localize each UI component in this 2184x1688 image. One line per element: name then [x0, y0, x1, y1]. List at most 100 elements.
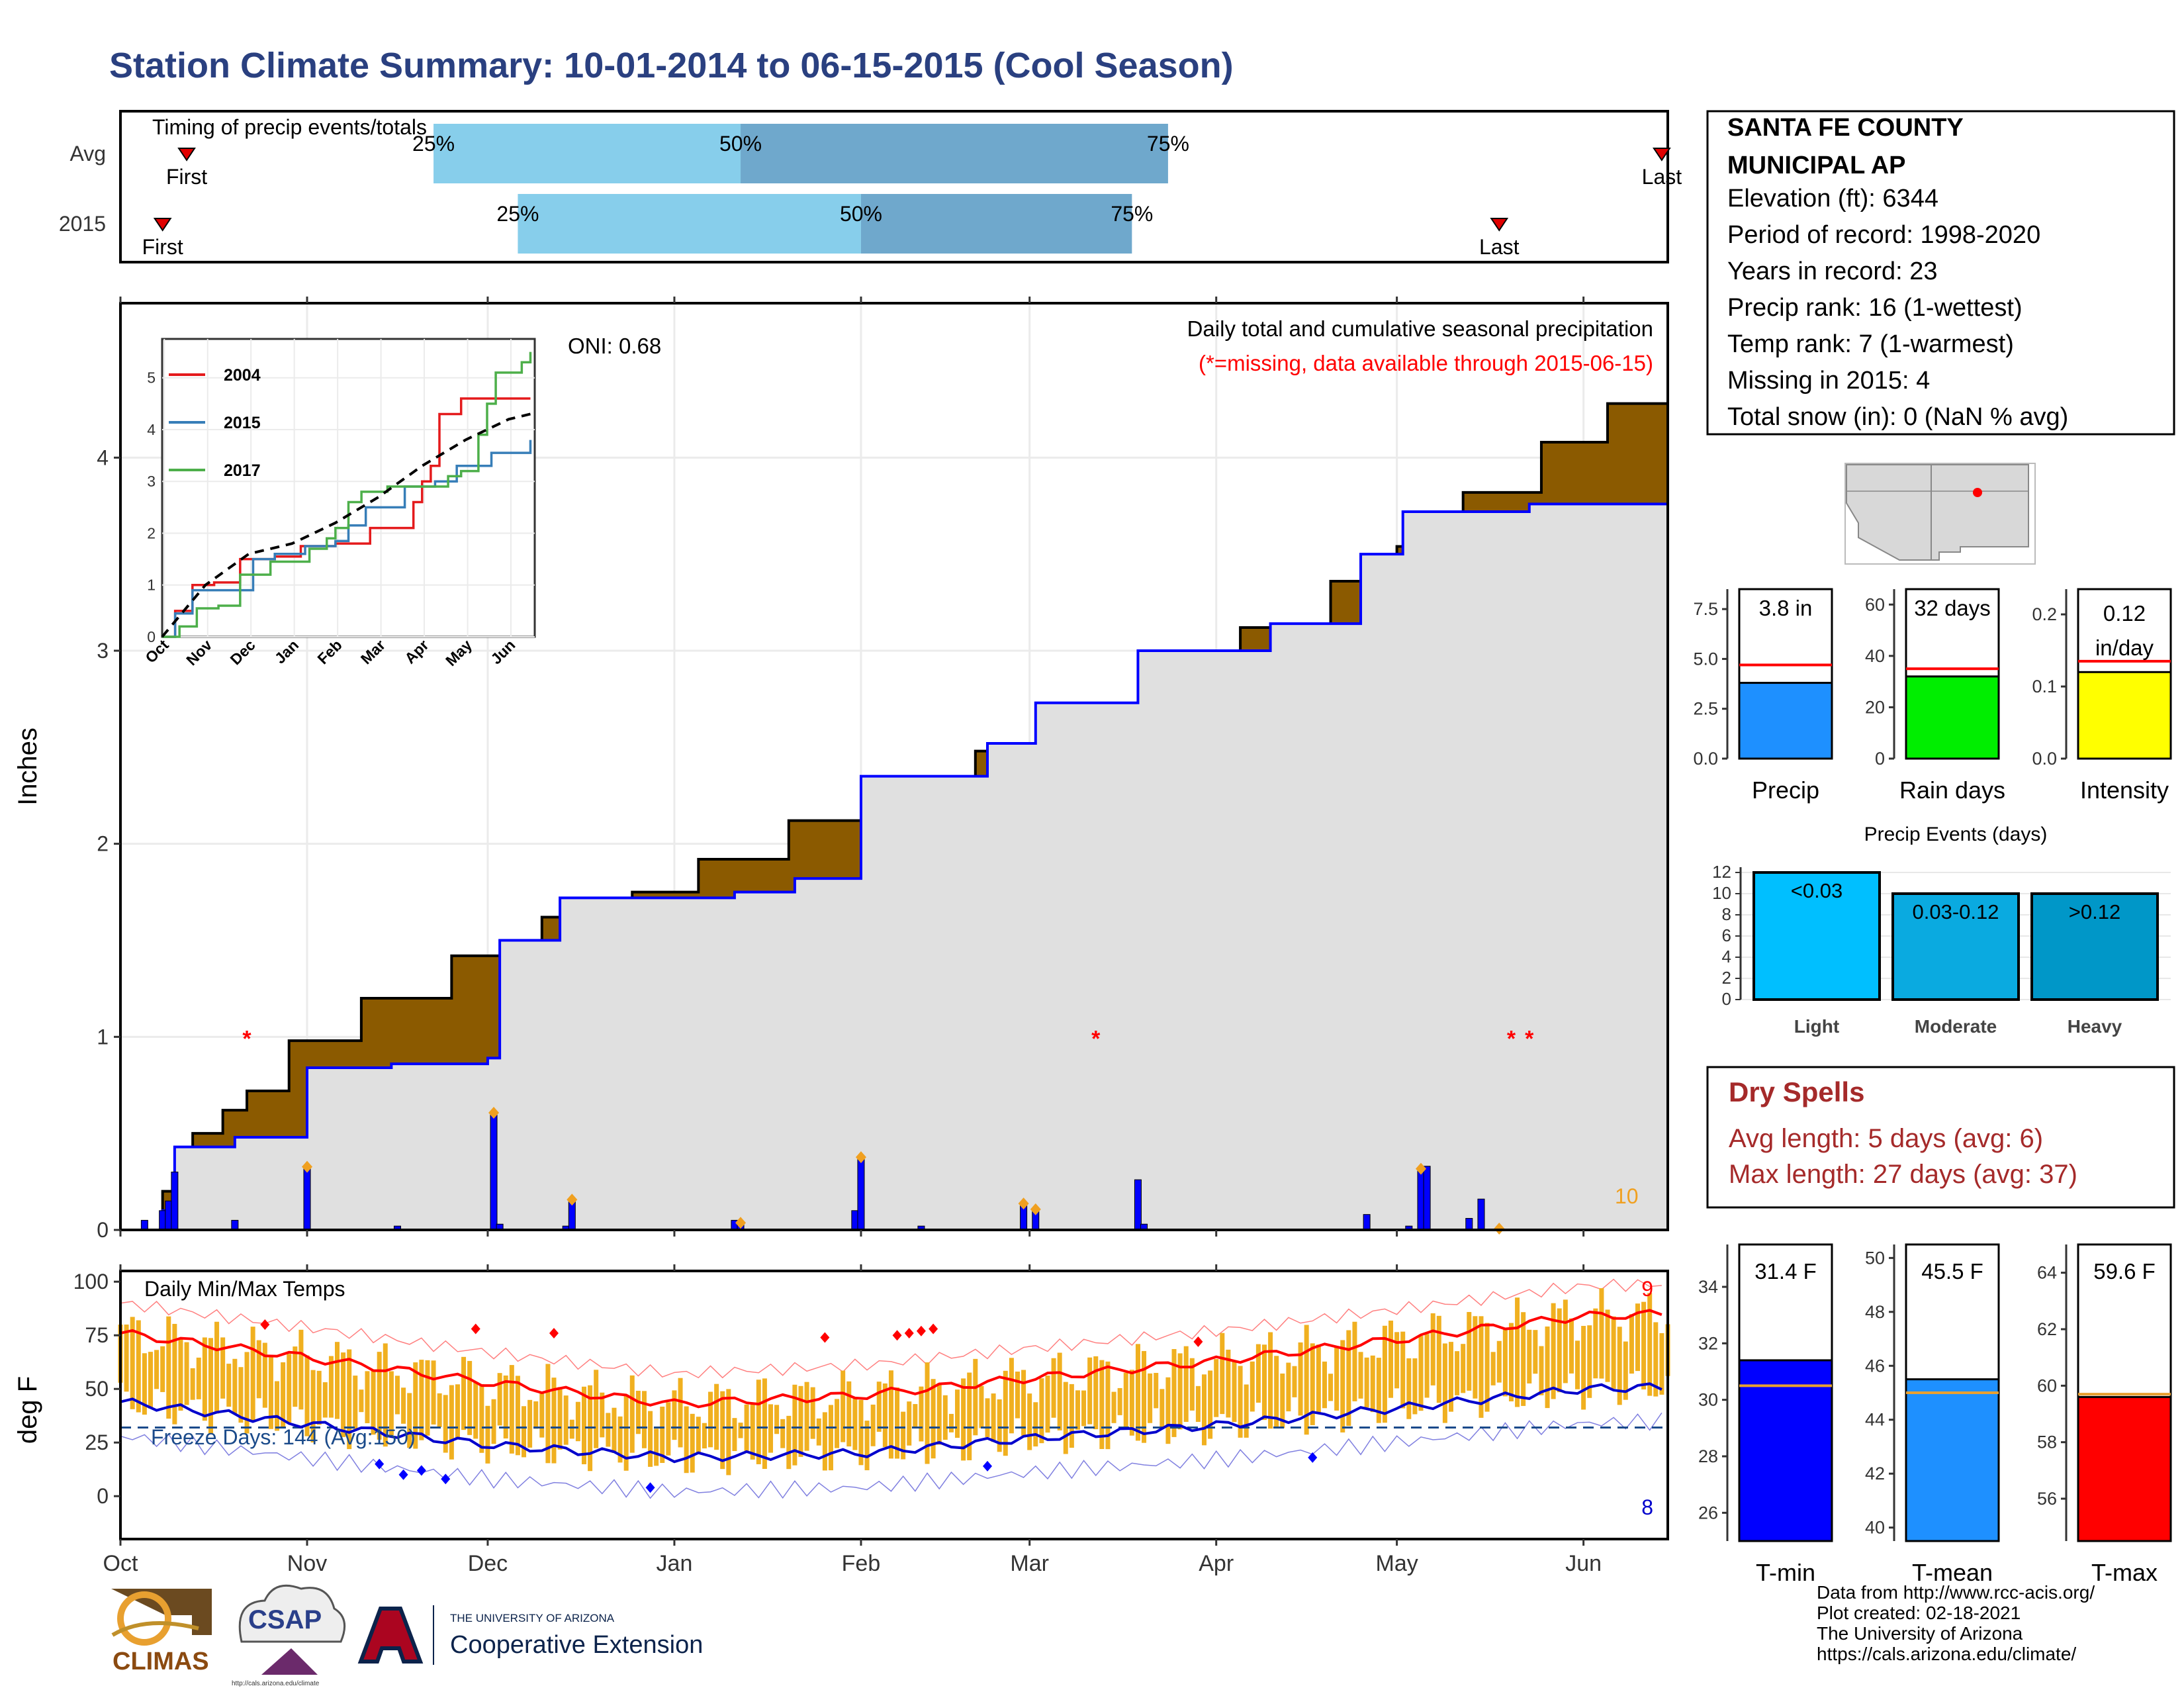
daily-temp-bar [919, 1386, 924, 1442]
daily-temp-bar [1304, 1325, 1309, 1435]
events-category-label: Light [1794, 1016, 1839, 1037]
csap-url: http://cals.arizona.edu/climate [232, 1680, 320, 1687]
timing-first-marker [153, 218, 172, 232]
daily-temp-bar [413, 1362, 418, 1449]
daily-temp-bar [714, 1383, 719, 1450]
events-bar-label: >0.12 [2069, 900, 2120, 923]
daily-temp-bar [1177, 1353, 1183, 1430]
daily-precip-bar [1417, 1170, 1425, 1231]
avg-tmax-line [120, 1309, 1662, 1409]
daily-temp-bar [1461, 1344, 1466, 1393]
daily-temp-bar [1195, 1385, 1201, 1422]
daily-temp-bar [1515, 1297, 1520, 1407]
month-label: Dec [468, 1551, 508, 1576]
totals-0-ytick-label: 5.0 [1693, 649, 1718, 669]
daily-temp-bar [575, 1401, 580, 1442]
daily-temp-bar [901, 1411, 906, 1460]
daily-temp-bar [690, 1413, 695, 1473]
events-category-label: Heavy [2068, 1016, 2122, 1037]
daily-temp-bar [666, 1402, 671, 1456]
daily-temp-bar [1641, 1301, 1647, 1390]
daily-temp-bar [841, 1370, 846, 1442]
events-ytick-label: 12 [1712, 862, 1731, 882]
daily-temp-bar [437, 1393, 442, 1427]
ua-big-text: Cooperative Extension [450, 1631, 703, 1659]
daily-temp-bar [979, 1385, 984, 1429]
csap-text: CSAP [248, 1605, 322, 1634]
inset-series-2017 [162, 352, 532, 638]
timing-bar-25-50 [433, 124, 741, 183]
station-years: Years in record: 23 [1727, 258, 1938, 285]
timing-last-label: Last [1479, 235, 1520, 259]
daily-temp-bar [684, 1406, 689, 1474]
month-label: May [1376, 1551, 1418, 1576]
month-label: Feb [842, 1551, 881, 1576]
daily-temp-bar [365, 1371, 370, 1423]
record-high-marker [820, 1332, 830, 1343]
record-precip-marker [1416, 1162, 1427, 1175]
totals-1-ytick-label: 0 [1875, 749, 1885, 769]
freeze-label: Freeze Days: 144 (Avg:150) [151, 1425, 416, 1449]
daily-temp-bar [184, 1342, 189, 1405]
daily-temp-bar [810, 1387, 815, 1439]
daily-temp-bar [461, 1356, 467, 1430]
month-label: Oct [103, 1551, 138, 1576]
daily-temp-bar [545, 1364, 551, 1464]
daily-temp-bar [383, 1343, 388, 1447]
daily-temp-bar [1394, 1332, 1400, 1389]
avg-tmin-line [120, 1382, 1662, 1464]
month-label: Mar [1010, 1551, 1049, 1576]
daily-temp-bar [1015, 1372, 1020, 1419]
daily-temp-bar [322, 1382, 328, 1418]
daily-temp-bar [606, 1413, 611, 1447]
daily-temp-bar [1063, 1382, 1068, 1454]
oni-label: ONI: 0.68 [568, 334, 661, 358]
totals-0-bar [1738, 682, 1833, 760]
daily-temp-bar [124, 1324, 129, 1392]
daily-temp-bar [503, 1375, 508, 1439]
daily-temp-bar [600, 1392, 605, 1438]
credits-url: https://cals.arizona.edu/climate/ [1817, 1644, 2077, 1664]
daily-temp-bar [726, 1389, 731, 1476]
daily-temp-bar [1105, 1361, 1111, 1450]
daily-temp-bar [672, 1390, 677, 1440]
locator-map [1844, 463, 2036, 565]
station-snow: Total snow (in): 0 (NaN % avg) [1727, 403, 2068, 431]
daily-temp-bar [1226, 1349, 1231, 1418]
totals-1-bar [1905, 675, 2000, 760]
events-category-label: Moderate [1915, 1016, 1997, 1037]
timing-label-75: 75% [1147, 132, 1189, 156]
daily-temp-bar [738, 1423, 743, 1438]
daily-temp-bar [557, 1387, 563, 1450]
daily-temp-bar [178, 1337, 183, 1411]
daily-temp-bar [846, 1381, 852, 1447]
record-high-marker [1193, 1336, 1203, 1347]
tmean-2-name: T-max [2091, 1559, 2158, 1586]
daily-temp-bar [936, 1383, 942, 1445]
daily-temp-bar [1244, 1384, 1249, 1438]
daily-temp-bar [1183, 1346, 1189, 1422]
tmean-0-ytick-label: 26 [1698, 1503, 1718, 1523]
inset-xtick-label: Oct [142, 636, 172, 667]
daily-temp-bar [792, 1384, 797, 1466]
daily-temp-bar [882, 1383, 887, 1448]
daily-temp-bar [551, 1378, 557, 1464]
timing-bar-25-50 [518, 194, 861, 254]
totals-1-name: Rain days [1899, 776, 2005, 804]
station-location-dot [1973, 488, 1982, 497]
totals-1-ytick-label: 40 [1865, 646, 1885, 666]
events-ytick-label: 8 [1722, 904, 1731, 924]
daily-temp-bar [1617, 1327, 1622, 1405]
record-low-count: 8 [1641, 1495, 1653, 1519]
daily-temp-bar [864, 1421, 870, 1471]
record-precip-marker [1030, 1203, 1041, 1215]
station-temp-rank: Temp rank: 7 (1-warmest) [1727, 330, 2014, 358]
ua-small-text: THE UNIVERSITY OF ARIZONA [450, 1612, 615, 1624]
daily-temp-bar [509, 1365, 514, 1454]
daily-temp-bar [1045, 1375, 1050, 1433]
daily-temp-bar [641, 1391, 647, 1448]
precip-ytick-label: 0 [97, 1218, 109, 1242]
credits: Data from http://www.rcc-acis.org/ Plot … [1817, 1582, 2095, 1664]
daily-temp-bar [226, 1364, 232, 1407]
